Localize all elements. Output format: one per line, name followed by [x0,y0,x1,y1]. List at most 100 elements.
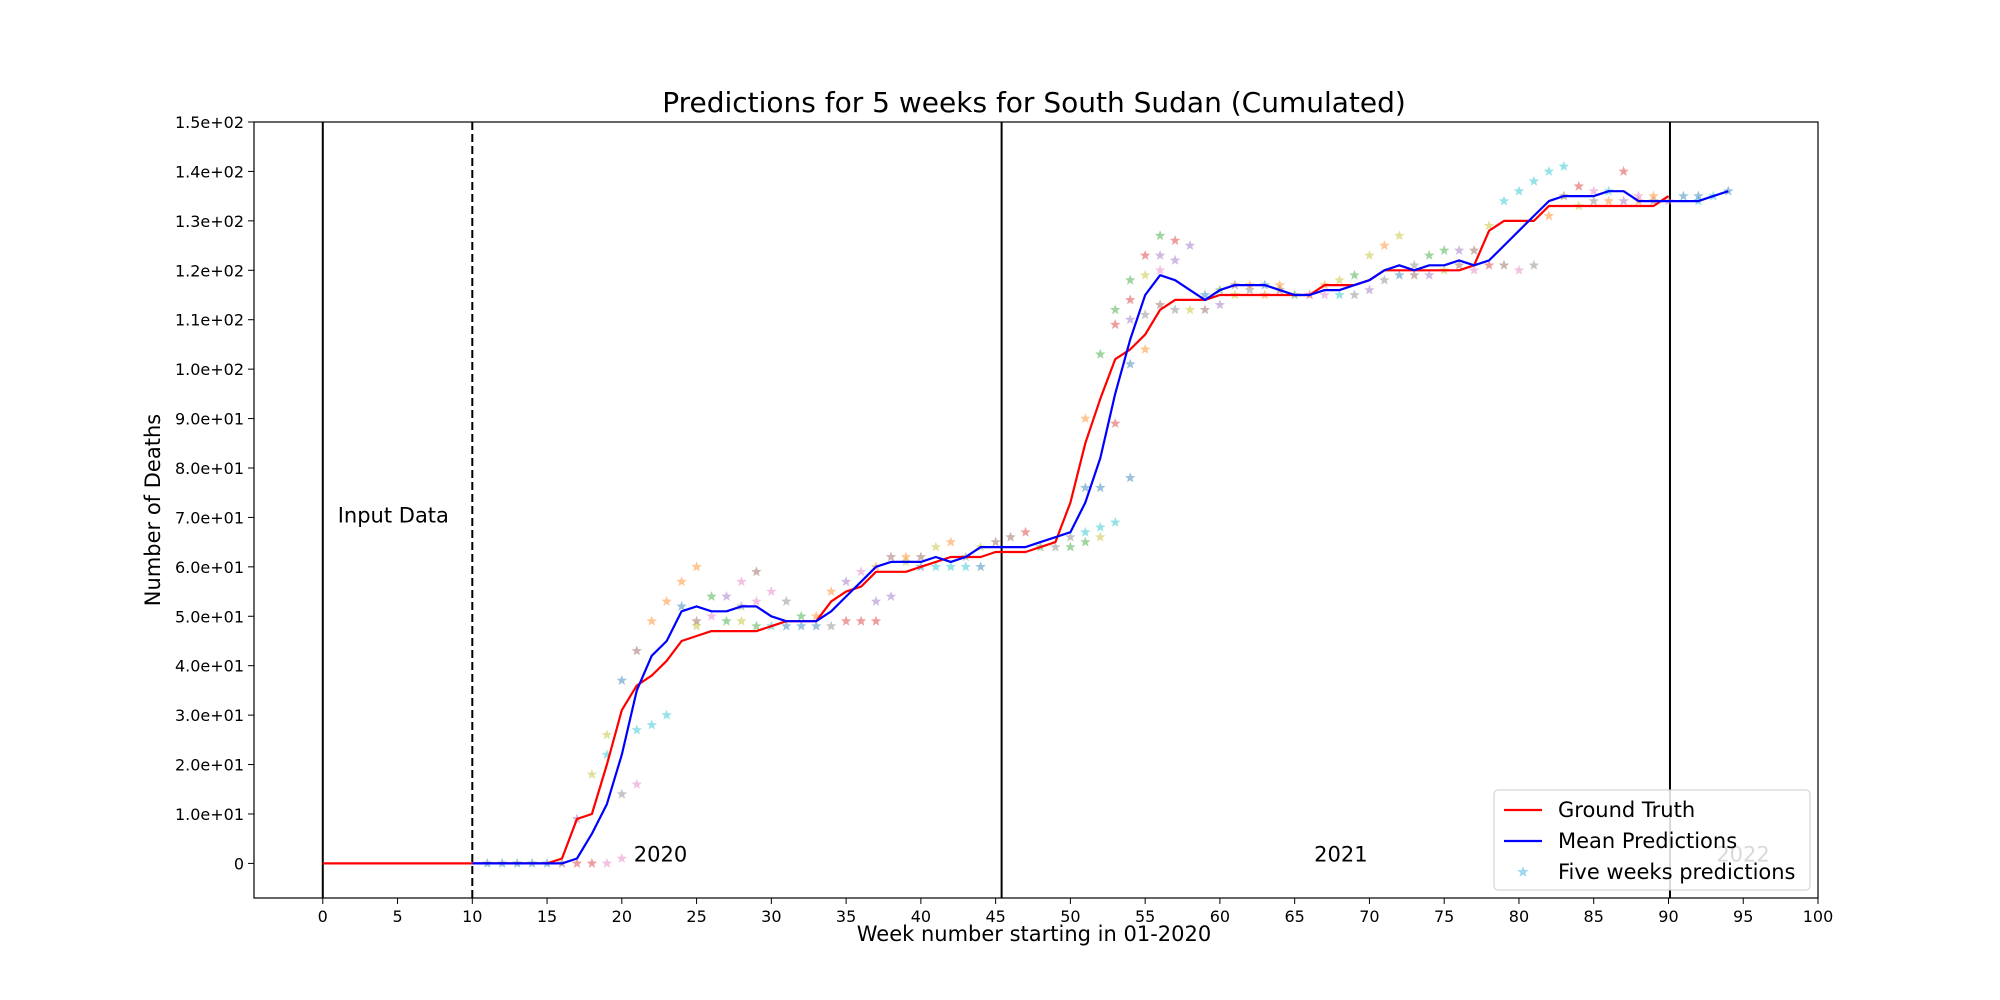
legend-label: Ground Truth [1558,798,1695,822]
prediction-point [796,610,807,621]
prediction-point [1439,245,1450,255]
prediction-point [586,857,598,868]
prediction-point [1468,245,1480,255]
prediction-point [1409,269,1420,280]
prediction-point [751,620,762,631]
y-tick-label: 1.4e+02 [175,162,244,181]
prediction-point [1618,165,1629,176]
prediction-point [1319,289,1330,300]
prediction-point [1633,190,1644,201]
x-tick-label: 45 [985,907,1005,926]
prediction-point [1588,185,1599,196]
prediction-point [766,586,777,596]
prediction-point [691,561,702,572]
prediction-point [781,595,792,606]
y-tick-label: 3.0e+01 [175,706,244,725]
prediction-point [1453,245,1465,255]
prediction-point [1169,235,1181,246]
y-tick-label: 2.0e+01 [175,756,244,775]
x-tick-label: 100 [1803,907,1834,926]
prediction-point [601,857,613,868]
prediction-point [1483,259,1495,270]
x-tick-label: 35 [836,907,856,926]
x-tick-label: 0 [318,907,328,926]
prediction-point [975,561,986,572]
legend-label: Five weeks predictions [1558,860,1796,884]
prediction-point [751,595,762,606]
prediction-point [1349,289,1360,300]
prediction-point [1394,230,1405,241]
prediction-point [736,576,747,587]
x-tick-label: 85 [1584,907,1604,926]
prediction-point [840,615,852,626]
prediction-point [1110,304,1121,315]
prediction-point [1125,472,1136,483]
prediction-point [631,645,642,656]
annotation-label: Input Data [338,503,449,527]
prediction-point [706,591,717,601]
x-tick-label: 30 [761,907,781,926]
prediction-point [1080,526,1091,537]
prediction-point [751,566,762,577]
prediction-point [990,536,1001,547]
prediction-point [1139,309,1151,320]
prediction-point [1723,185,1734,196]
prediction-point [1154,264,1166,275]
y-axis-label: Number of Deaths [141,414,165,606]
prediction-point [811,610,822,621]
prediction-point [1603,195,1614,206]
prediction-point [1364,284,1375,295]
y-tick-label: 1.3e+02 [175,212,244,231]
prediction-point [1573,180,1584,191]
prediction-point [631,778,642,789]
prediction-point [1169,254,1181,265]
prediction-point [945,536,956,547]
prediction-point [1498,259,1510,270]
prediction-point [1110,516,1121,527]
y-tick-label: 1.5e+02 [175,113,244,132]
prediction-point [1394,269,1405,280]
legend-label: Mean Predictions [1558,829,1737,853]
prediction-point [1528,259,1540,270]
y-tick-label: 4.0e+01 [175,657,244,676]
x-tick-label: 20 [612,907,632,926]
prediction-point [646,719,657,730]
y-tick-label: 6.0e+01 [175,558,244,577]
prediction-point [661,709,672,720]
prediction-point [1139,269,1151,280]
prediction-point [811,620,822,631]
prediction-point [1678,190,1689,201]
prediction-point [1513,185,1525,196]
prediction-point [1065,541,1076,552]
prediction-point [1139,250,1151,260]
prediction-point [1095,348,1106,359]
prediction-point [706,610,717,621]
prediction-point [1005,531,1016,542]
prediction-point [930,541,942,552]
y-tick-label: 1.0e+01 [175,805,244,824]
x-tick-label: 80 [1509,907,1529,926]
y-tick-label: 8.0e+01 [175,459,244,478]
prediction-point [1184,240,1196,250]
prediction-point [1139,343,1151,354]
prediction-point [676,600,687,611]
prediction-point [945,561,956,572]
prediction-point [900,551,912,562]
series-line [472,190,1729,865]
prediction-point [1453,259,1465,270]
prediction-point [1154,299,1166,310]
prediction-point [601,729,613,740]
y-tick-label: 1.0e+02 [175,360,244,379]
prediction-point [796,620,807,631]
prediction-point [661,595,672,606]
prediction-point [1065,531,1076,542]
prediction-point [1379,240,1390,250]
prediction-point [855,566,867,577]
prediction-point [1095,531,1106,542]
prediction-point [1558,161,1569,171]
prediction-point [1095,521,1106,532]
prediction-point [825,586,837,596]
prediction-point [1154,230,1166,241]
prediction-point [616,788,628,799]
